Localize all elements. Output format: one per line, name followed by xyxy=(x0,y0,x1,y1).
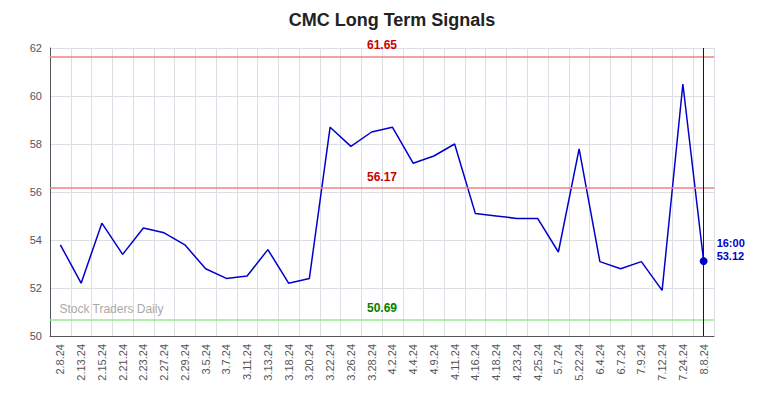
svg-text:3.26.24: 3.26.24 xyxy=(345,344,357,381)
svg-text:3.11.24: 3.11.24 xyxy=(241,344,253,380)
svg-text:4.2.24: 4.2.24 xyxy=(386,344,398,375)
svg-text:60: 60 xyxy=(30,90,42,102)
svg-text:2.13.24: 2.13.24 xyxy=(75,344,87,381)
svg-text:52: 52 xyxy=(30,282,42,294)
svg-text:54: 54 xyxy=(30,234,42,246)
svg-text:3.18.24: 3.18.24 xyxy=(283,344,295,381)
svg-text:2.29.24: 2.29.24 xyxy=(179,344,191,381)
svg-text:7.9.24: 7.9.24 xyxy=(635,344,647,375)
svg-text:4.11.24: 4.11.24 xyxy=(449,344,461,380)
svg-text:6.7.24: 6.7.24 xyxy=(615,344,627,375)
svg-text:3.13.24: 3.13.24 xyxy=(262,344,274,381)
svg-text:3.22.24: 3.22.24 xyxy=(324,344,336,381)
svg-text:3.5.24: 3.5.24 xyxy=(200,344,212,375)
svg-text:2.21.24: 2.21.24 xyxy=(117,344,129,381)
svg-text:50.69: 50.69 xyxy=(367,301,397,315)
svg-text:3.28.24: 3.28.24 xyxy=(366,344,378,381)
svg-text:7.12.24: 7.12.24 xyxy=(656,344,668,381)
svg-text:5.22.24: 5.22.24 xyxy=(573,344,585,381)
svg-text:56.17: 56.17 xyxy=(367,170,397,184)
svg-text:56: 56 xyxy=(30,186,42,198)
svg-text:5.7.24: 5.7.24 xyxy=(552,344,564,375)
svg-text:53.12: 53.12 xyxy=(717,250,745,262)
svg-text:3.7.24: 3.7.24 xyxy=(220,344,232,375)
svg-text:4.16.24: 4.16.24 xyxy=(469,344,481,381)
svg-text:50: 50 xyxy=(30,330,42,342)
svg-text:2.23.24: 2.23.24 xyxy=(137,344,149,381)
svg-text:4.9.24: 4.9.24 xyxy=(428,344,440,375)
svg-text:7.24.24: 7.24.24 xyxy=(677,344,689,381)
svg-text:CMC Long Term Signals: CMC Long Term Signals xyxy=(289,10,496,30)
svg-text:58: 58 xyxy=(30,138,42,150)
svg-text:61.65: 61.65 xyxy=(367,38,397,52)
svg-text:6.4.24: 6.4.24 xyxy=(594,344,606,375)
svg-text:62: 62 xyxy=(30,42,42,54)
svg-text:2.15.24: 2.15.24 xyxy=(96,344,108,381)
svg-text:3.20.24: 3.20.24 xyxy=(303,344,315,381)
svg-text:4.4.24: 4.4.24 xyxy=(407,344,419,375)
svg-text:4.23.24: 4.23.24 xyxy=(511,344,523,381)
svg-text:Stock Traders Daily: Stock Traders Daily xyxy=(59,302,163,316)
svg-text:4.25.24: 4.25.24 xyxy=(532,344,544,381)
svg-text:8.8.24: 8.8.24 xyxy=(698,344,710,375)
svg-text:2.8.24: 2.8.24 xyxy=(54,344,66,375)
svg-text:2.27.24: 2.27.24 xyxy=(158,344,170,381)
svg-text:16:00: 16:00 xyxy=(717,237,745,249)
svg-text:4.18.24: 4.18.24 xyxy=(490,344,502,381)
